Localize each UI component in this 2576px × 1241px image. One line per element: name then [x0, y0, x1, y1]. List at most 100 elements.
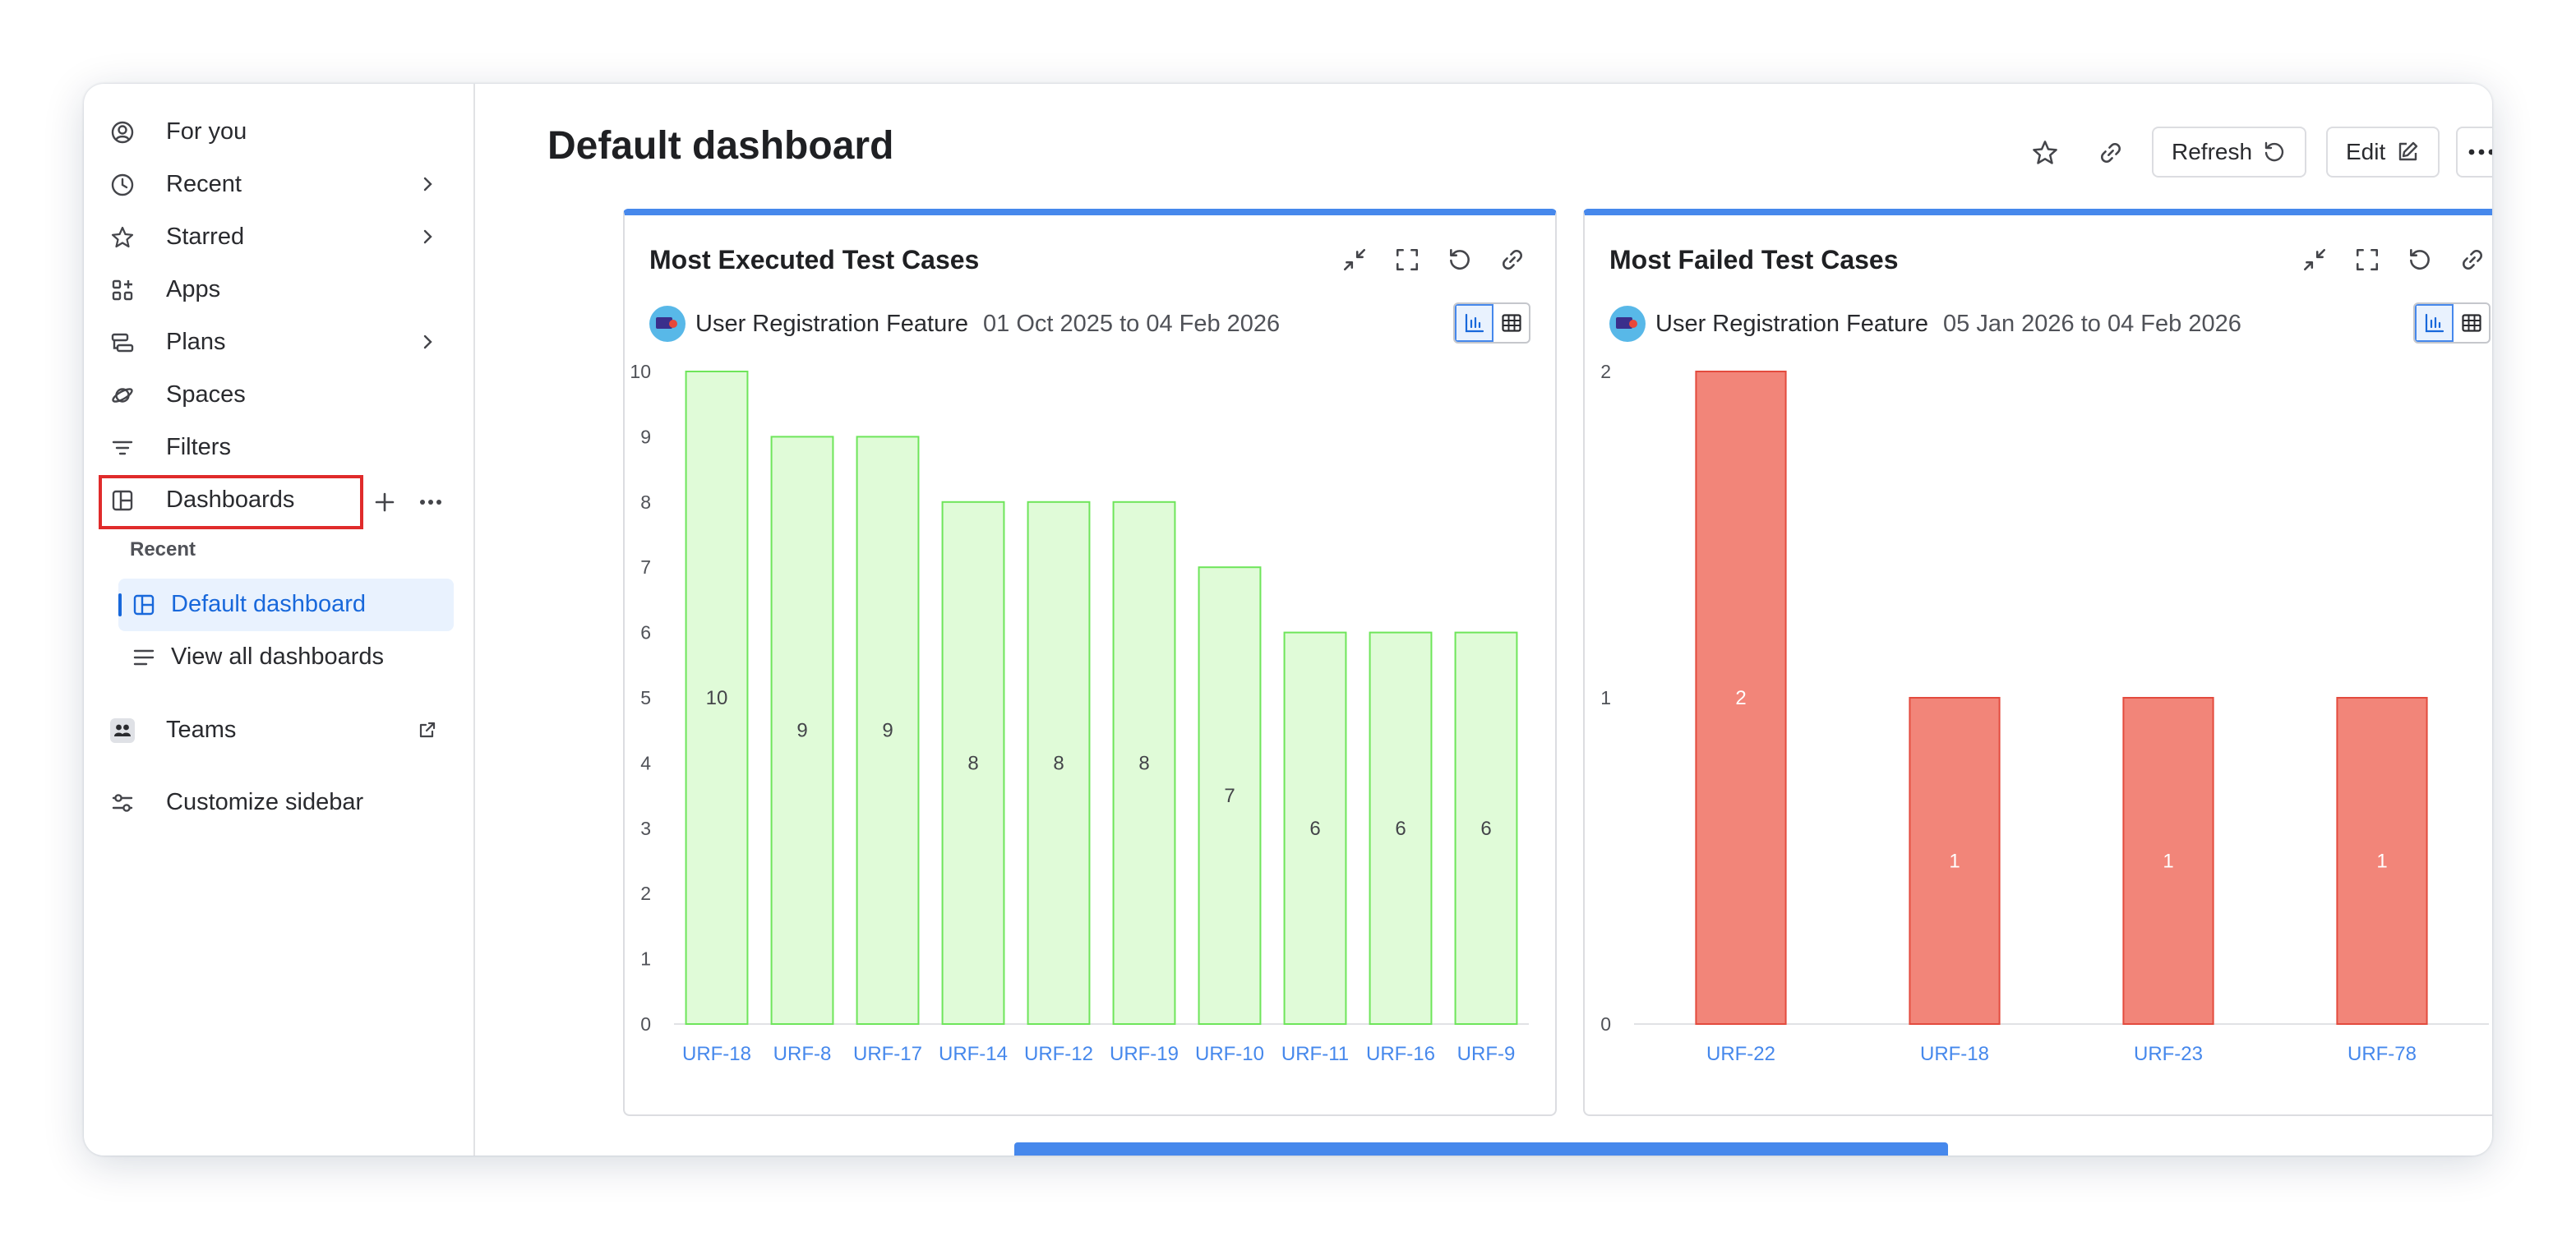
sidebar: For you Recent Starred Apps Plans Spaces	[84, 84, 475, 1156]
gadget-toolbar	[1340, 245, 1527, 274]
list-icon	[133, 649, 155, 666]
more-actions-button[interactable]	[2456, 127, 2492, 178]
gadget-link-button[interactable]	[1498, 245, 1527, 274]
y-tick-label: 1	[1600, 687, 1611, 708]
page-title: Default dashboard	[547, 124, 894, 168]
bar	[856, 436, 920, 1025]
minimize-icon	[2303, 248, 2326, 271]
bar	[2122, 697, 2214, 1025]
refresh-gadget-button[interactable]	[1445, 245, 1475, 274]
recent-section-label: Recent	[130, 538, 196, 561]
sidebar-item-plans[interactable]: Plans	[97, 319, 460, 365]
table-view-button[interactable]	[2454, 304, 2489, 342]
y-tick-label: 2	[640, 883, 651, 904]
x-category-label: URF-18	[1920, 1043, 1989, 1062]
edit-button[interactable]: Edit	[2326, 127, 2440, 178]
link-icon	[2463, 250, 2482, 270]
y-tick-label: 7	[640, 556, 651, 578]
more-icon[interactable]	[420, 500, 441, 505]
sidebar-item-teams[interactable]: Teams	[97, 707, 460, 753]
fullscreen-button[interactable]	[2352, 245, 2382, 274]
sidebar-item-label: Plans	[166, 328, 226, 355]
refresh-button[interactable]: Refresh	[2152, 127, 2307, 178]
y-tick-label: 8	[640, 491, 651, 513]
sidebar-item-for-you[interactable]: For you	[97, 108, 460, 155]
sidebar-item-label: Teams	[166, 716, 237, 743]
gadget-link-button[interactable]	[2458, 245, 2487, 274]
view-toggle	[1453, 302, 1530, 344]
sidebar-item-customize-sidebar[interactable]: Customize sidebar	[97, 779, 460, 825]
bar	[1027, 501, 1091, 1026]
teams-icon	[110, 718, 135, 743]
chart-view-button[interactable]	[2415, 304, 2454, 342]
sidebar-item-recent[interactable]: Recent	[97, 161, 460, 207]
y-tick-label: 6	[640, 622, 651, 644]
bar	[941, 501, 1005, 1026]
fullscreen-icon	[1396, 248, 1419, 271]
edit-label: Edit	[2346, 139, 2386, 164]
external-link-icon[interactable]	[418, 720, 437, 740]
dashboards-highlight-box	[99, 475, 363, 529]
refresh-icon	[2410, 248, 2430, 270]
bar	[1369, 631, 1433, 1025]
date-range: 01 Oct 2025 to 04 Feb 2026	[983, 310, 1281, 337]
gadget-meta: User Registration Feature 01 Oct 2025 to…	[649, 304, 1280, 344]
x-category-label: URF-18	[682, 1043, 751, 1062]
y-tick-label: 0	[1600, 1013, 1611, 1035]
bar-chart-icon	[2425, 313, 2444, 333]
x-category-label: URF-17	[853, 1043, 922, 1062]
add-icon[interactable]	[375, 492, 395, 512]
chevron-right-icon[interactable]	[418, 332, 437, 352]
gadget-meta: User Registration Feature 05 Jan 2026 to…	[1609, 304, 2241, 344]
chevron-right-icon[interactable]	[418, 227, 437, 247]
x-category-label: URF-11	[1281, 1043, 1349, 1062]
y-tick-label: 5	[640, 687, 651, 708]
x-category-label: URF-23	[2134, 1043, 2203, 1062]
clock-icon	[111, 173, 134, 196]
minimize-button[interactable]	[2300, 245, 2329, 274]
sidebar-item-starred[interactable]: Starred	[97, 214, 460, 260]
sidebar-item-view-all-dashboards[interactable]: View all dashboards	[118, 631, 454, 684]
sidebar-item-dashboards[interactable]: Dashboards	[97, 477, 460, 523]
bar	[2336, 697, 2428, 1025]
app-window: For you Recent Starred Apps Plans Spaces	[84, 84, 2492, 1156]
x-category-label: URF-19	[1110, 1043, 1179, 1062]
bar-value-label: 8	[1053, 752, 1064, 774]
table-view-button[interactable]	[1493, 304, 1529, 342]
bar	[770, 436, 834, 1025]
sidebar-item-label: Starred	[166, 223, 245, 250]
y-tick-label: 10	[630, 361, 651, 382]
sidebar-item-default-dashboard[interactable]: Default dashboard	[118, 579, 454, 631]
sidebar-item-spaces[interactable]: Spaces	[97, 371, 460, 418]
y-tick-label: 0	[640, 1013, 651, 1035]
bar-value-label: 7	[1224, 785, 1235, 807]
main-content: Default dashboard Refresh Edit Most Exec…	[475, 84, 2492, 1156]
more-icon	[2468, 149, 2492, 155]
sidebar-item-filters[interactable]: Filters	[97, 424, 460, 470]
bar-value-label: 1	[2163, 851, 2173, 873]
y-tick-label: 2	[1600, 361, 1611, 382]
gadget-most-executed: Most Executed Test Cases User Registrati…	[623, 209, 1557, 1116]
sidebar-item-apps[interactable]: Apps	[97, 266, 460, 312]
y-tick-label: 9	[640, 426, 651, 447]
project-name: User Registration Feature	[1655, 310, 1929, 337]
refresh-icon	[1450, 248, 1470, 270]
gadget-most-failed: Most Failed Test Cases User Registration…	[1583, 209, 2492, 1116]
bar	[685, 371, 749, 1025]
x-category-label: URF-9	[1457, 1043, 1516, 1062]
date-range: 05 Jan 2026 to 04 Feb 2026	[1943, 310, 2241, 337]
copy-link-button[interactable]	[2086, 128, 2135, 178]
bar-value-label: 6	[1395, 818, 1406, 840]
minimize-button[interactable]	[1340, 245, 1369, 274]
x-category-label: URF-10	[1195, 1043, 1264, 1062]
star-button[interactable]	[2020, 128, 2070, 178]
fullscreen-button[interactable]	[1392, 245, 1422, 274]
bar	[1112, 501, 1176, 1026]
chevron-right-icon[interactable]	[418, 174, 437, 194]
chart-view-button[interactable]	[1455, 304, 1493, 342]
refresh-gadget-button[interactable]	[2405, 245, 2435, 274]
minimize-icon	[1343, 248, 1366, 271]
bar-value-label: 8	[967, 752, 978, 774]
project-name: User Registration Feature	[695, 310, 969, 337]
bar-value-label: 9	[796, 720, 807, 742]
